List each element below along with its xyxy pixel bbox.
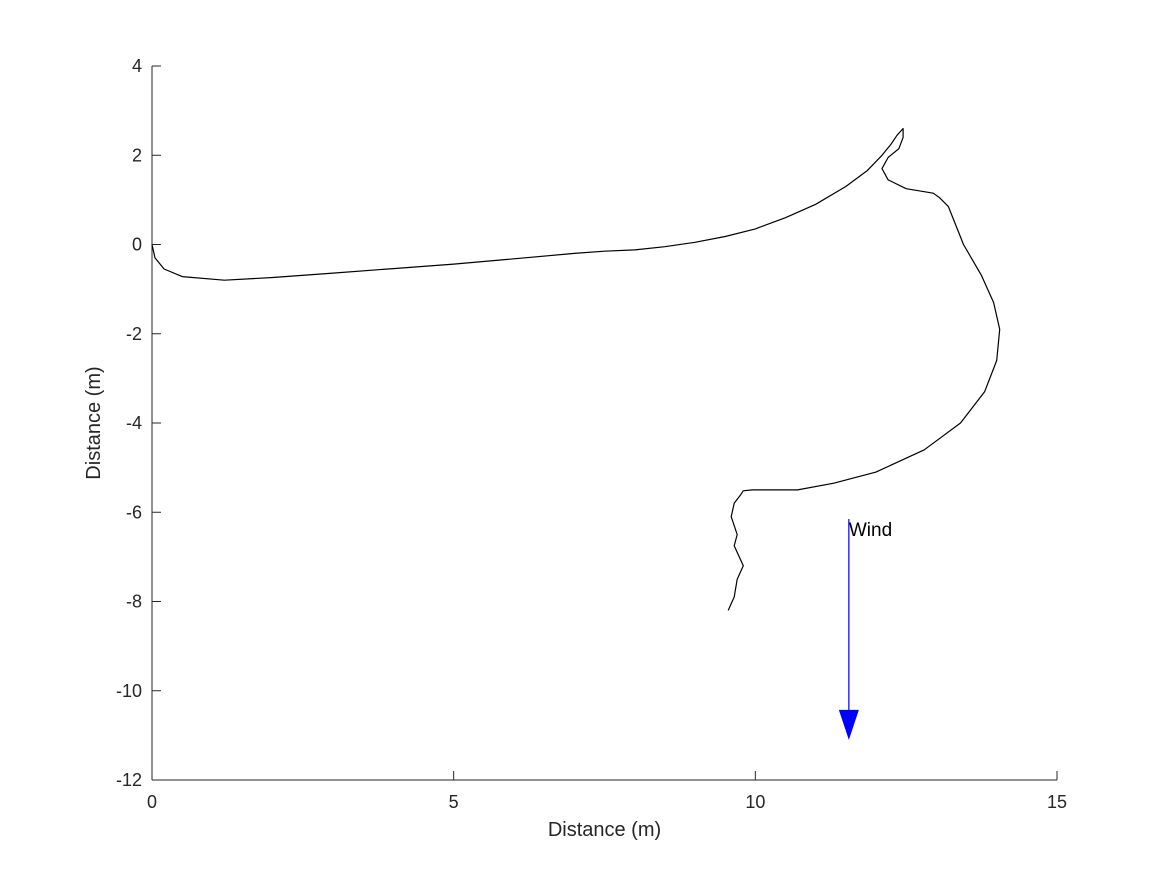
y-tick-label: -10 <box>116 681 142 701</box>
trajectory-line <box>151 127 1001 611</box>
y-tick-label: -6 <box>126 502 142 522</box>
y-tick-label: -12 <box>116 770 142 790</box>
plot-area: 0 5 10 15 4 2 0 -2 -4 -6 -8 -10 -12 Distance (m) Dista… <box>83 56 1067 841</box>
x-tick-label: 0 <box>147 792 157 812</box>
y-tick-label: 4 <box>132 56 142 76</box>
x-tick-label: 15 <box>1047 792 1067 812</box>
x-axis-label: Distance (m) <box>548 819 661 841</box>
x-tick-label: 10 <box>745 792 765 812</box>
x-tick-label: 5 <box>449 792 459 812</box>
wind-arrow-head <box>838 709 859 740</box>
y-tick-label: 0 <box>132 235 142 255</box>
y-tick-label: -4 <box>126 413 142 433</box>
y-axis-label: Distance (m) <box>83 366 105 479</box>
wind-annotation: Wind <box>849 520 892 541</box>
y-tick-label: -2 <box>126 324 142 344</box>
y-tick-label: 2 <box>132 145 142 165</box>
y-tick-label: -8 <box>126 592 142 612</box>
